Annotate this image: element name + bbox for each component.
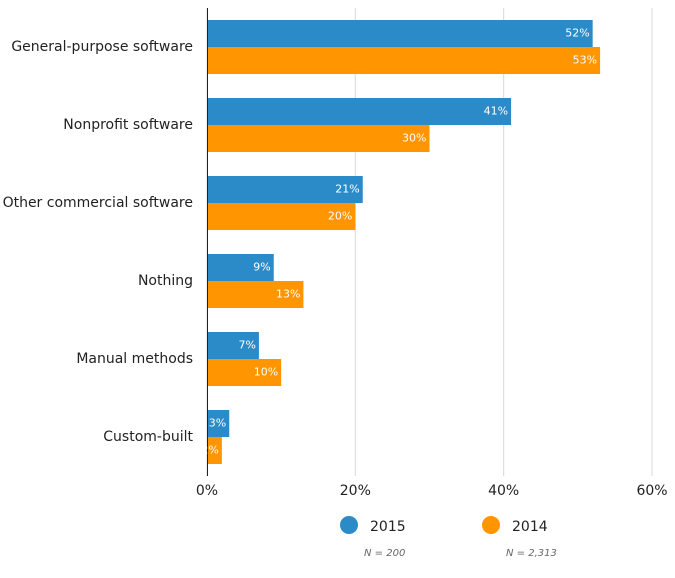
bar <box>207 254 274 281</box>
value-label: 20% <box>328 210 352 223</box>
value-label: 2% <box>201 444 218 457</box>
x-tick-label: 40% <box>488 483 519 499</box>
bar <box>207 203 356 230</box>
y-tick-label: Nothing <box>138 273 193 289</box>
bars <box>207 20 601 464</box>
x-tick-label: 20% <box>340 483 371 499</box>
bar <box>207 98 512 125</box>
y-tick-label: Nonprofit software <box>63 117 193 133</box>
value-label: 3% <box>209 417 226 430</box>
value-label: 10% <box>254 366 278 379</box>
bar <box>207 437 222 464</box>
legend-marker <box>482 516 500 534</box>
bar <box>207 47 601 74</box>
y-tick-label: Manual methods <box>76 351 193 367</box>
value-label: 30% <box>402 132 426 145</box>
x-tick-label: 0% <box>196 483 218 499</box>
value-label: 52% <box>565 27 589 40</box>
value-label: 9% <box>253 261 270 274</box>
legend-label: 2015 <box>370 519 406 535</box>
value-label: 21% <box>335 183 359 196</box>
y-tick-label: General-purpose software <box>11 39 193 55</box>
bar <box>207 281 304 308</box>
legend-label: 2014 <box>512 519 548 535</box>
legend-note: N = 200 <box>364 548 405 559</box>
grid <box>206 8 653 476</box>
bar <box>207 410 230 437</box>
bar <box>207 176 363 203</box>
bar <box>207 125 430 152</box>
x-tick-label: 60% <box>636 483 667 499</box>
legend-marker <box>340 516 358 534</box>
bar <box>207 359 282 386</box>
value-label: 13% <box>276 288 300 301</box>
legend-note: N = 2,313 <box>506 548 557 559</box>
value-label: 7% <box>238 339 255 352</box>
y-tick-label: Other commercial software <box>3 195 193 211</box>
y-tick-label: Custom-built <box>103 429 193 445</box>
bar <box>207 20 593 47</box>
bar <box>207 332 259 359</box>
value-label: 53% <box>573 54 597 67</box>
value-label: 41% <box>484 105 508 118</box>
